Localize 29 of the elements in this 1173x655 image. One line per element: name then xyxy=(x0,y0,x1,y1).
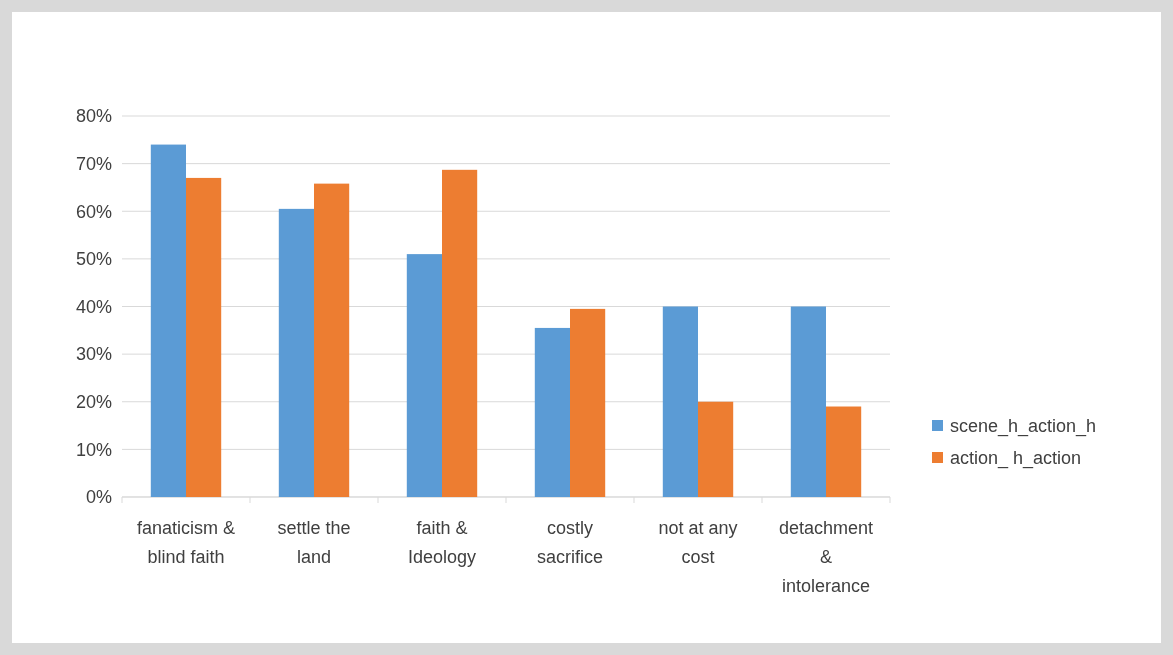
bar xyxy=(570,308,606,497)
x-tick-label: not at any cost xyxy=(658,518,738,567)
bar xyxy=(790,306,826,497)
y-tick-label: 20% xyxy=(75,392,112,413)
bar xyxy=(150,144,186,497)
bar xyxy=(826,406,862,497)
legend-label: action_ h_action xyxy=(950,448,1082,470)
bar xyxy=(186,177,222,497)
bar xyxy=(314,183,350,497)
y-tick-label: 10% xyxy=(75,439,112,460)
x-tick-label: costly sacrifice xyxy=(536,518,604,567)
y-tick-label: 60% xyxy=(75,201,112,222)
bar xyxy=(442,169,478,497)
y-tick-label: 80% xyxy=(75,106,112,127)
x-tick-label: faith & Ideology xyxy=(407,518,477,567)
y-tick-label: 70% xyxy=(75,153,112,174)
x-tick-label: detachment & intolerance xyxy=(778,518,874,596)
bar xyxy=(406,254,442,497)
bar xyxy=(534,327,570,497)
y-tick-label: 50% xyxy=(75,249,112,270)
bar xyxy=(698,401,734,497)
bar xyxy=(278,208,314,497)
y-tick-label: 30% xyxy=(75,344,112,365)
legend-label: scene_h_action_h xyxy=(950,416,1097,438)
y-tick-label: 0% xyxy=(85,487,112,508)
y-tick-label: 40% xyxy=(75,296,112,317)
x-tick-label: fanaticism & blind faith xyxy=(136,518,236,567)
bar xyxy=(662,306,698,497)
x-tick-label: settle the land xyxy=(277,518,351,567)
